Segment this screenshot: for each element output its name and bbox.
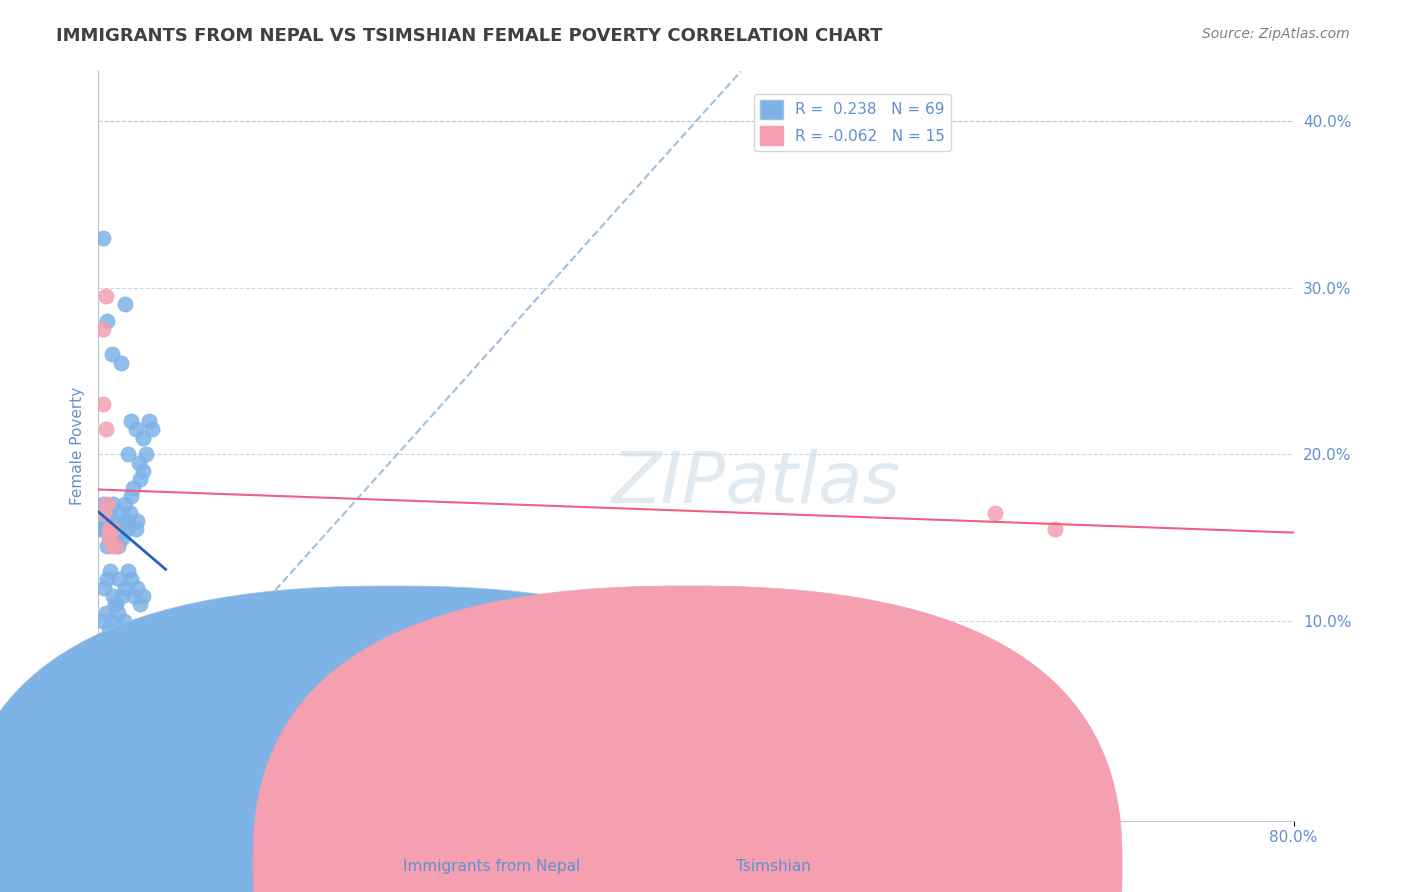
- Point: [96, 497, 118, 511]
- Point: [101, 539, 124, 553]
- Point: [91, 614, 114, 628]
- Point: [120, 572, 142, 586]
- Point: [111, 531, 134, 545]
- Point: [94, 289, 117, 303]
- Point: [138, 414, 160, 428]
- Point: [135, 447, 157, 461]
- Point: [117, 514, 139, 528]
- Point: [128, 456, 150, 470]
- Point: [120, 414, 142, 428]
- Text: Source: ZipAtlas.com: Source: ZipAtlas.com: [1202, 27, 1350, 41]
- Point: [112, 614, 135, 628]
- FancyBboxPatch shape: [253, 586, 1122, 892]
- Point: [117, 564, 139, 578]
- Point: [148, 647, 170, 661]
- Point: [97, 531, 120, 545]
- Point: [984, 506, 1007, 520]
- Point: [97, 622, 120, 636]
- Point: [124, 589, 146, 603]
- Point: [115, 522, 138, 536]
- Point: [94, 422, 117, 436]
- Point: [105, 597, 128, 611]
- Text: ZIPatlas: ZIPatlas: [612, 449, 900, 518]
- Point: [155, 639, 177, 653]
- Point: [132, 589, 155, 603]
- Point: [110, 506, 132, 520]
- Point: [101, 514, 124, 528]
- Point: [111, 589, 134, 603]
- Point: [98, 564, 122, 578]
- Point: [125, 422, 148, 436]
- Y-axis label: Female Poverty: Female Poverty: [69, 387, 84, 505]
- Point: [120, 489, 142, 503]
- Point: [97, 506, 120, 520]
- Point: [98, 522, 122, 536]
- Point: [132, 431, 155, 445]
- Point: [97, 522, 120, 536]
- Point: [93, 522, 115, 536]
- Point: [107, 539, 129, 553]
- Point: [103, 522, 125, 536]
- Point: [105, 539, 128, 553]
- Point: [101, 347, 124, 361]
- Point: [114, 581, 136, 595]
- Point: [141, 422, 163, 436]
- Point: [94, 514, 117, 528]
- Point: [91, 322, 114, 336]
- Point: [93, 506, 115, 520]
- Point: [110, 356, 132, 370]
- Point: [103, 497, 125, 511]
- Point: [125, 522, 148, 536]
- Point: [96, 539, 118, 553]
- Point: [118, 506, 141, 520]
- Point: [112, 514, 135, 528]
- Point: [129, 472, 152, 486]
- Point: [121, 481, 143, 495]
- Point: [91, 397, 114, 411]
- Point: [101, 614, 124, 628]
- Point: [96, 572, 118, 586]
- Point: [107, 606, 129, 620]
- Point: [132, 464, 155, 478]
- Point: [118, 639, 141, 653]
- Point: [93, 581, 115, 595]
- Point: [169, 664, 191, 678]
- Text: Tsimshian: Tsimshian: [735, 859, 811, 874]
- Point: [108, 522, 131, 536]
- Point: [98, 531, 122, 545]
- Point: [90, 522, 112, 536]
- Point: [103, 589, 125, 603]
- Point: [125, 631, 148, 645]
- Point: [162, 656, 184, 670]
- Point: [127, 581, 149, 595]
- Point: [94, 606, 117, 620]
- Point: [127, 514, 149, 528]
- Point: [110, 622, 132, 636]
- FancyBboxPatch shape: [0, 586, 827, 892]
- Point: [1043, 522, 1066, 536]
- Point: [115, 631, 138, 645]
- Legend: R =  0.238   N = 69, R = -0.062   N = 15: R = 0.238 N = 69, R = -0.062 N = 15: [754, 94, 952, 151]
- Point: [114, 497, 136, 511]
- Point: [96, 314, 118, 328]
- Point: [104, 597, 127, 611]
- Text: Immigrants from Nepal: Immigrants from Nepal: [404, 859, 581, 874]
- Text: IMMIGRANTS FROM NEPAL VS TSIMSHIAN FEMALE POVERTY CORRELATION CHART: IMMIGRANTS FROM NEPAL VS TSIMSHIAN FEMAL…: [56, 27, 883, 45]
- Point: [117, 447, 139, 461]
- Point: [105, 531, 128, 545]
- Point: [114, 297, 136, 311]
- Point: [121, 622, 143, 636]
- Point: [91, 497, 114, 511]
- Point: [91, 231, 114, 245]
- Point: [108, 572, 131, 586]
- Point: [98, 672, 122, 686]
- Point: [129, 597, 152, 611]
- Point: [104, 522, 127, 536]
